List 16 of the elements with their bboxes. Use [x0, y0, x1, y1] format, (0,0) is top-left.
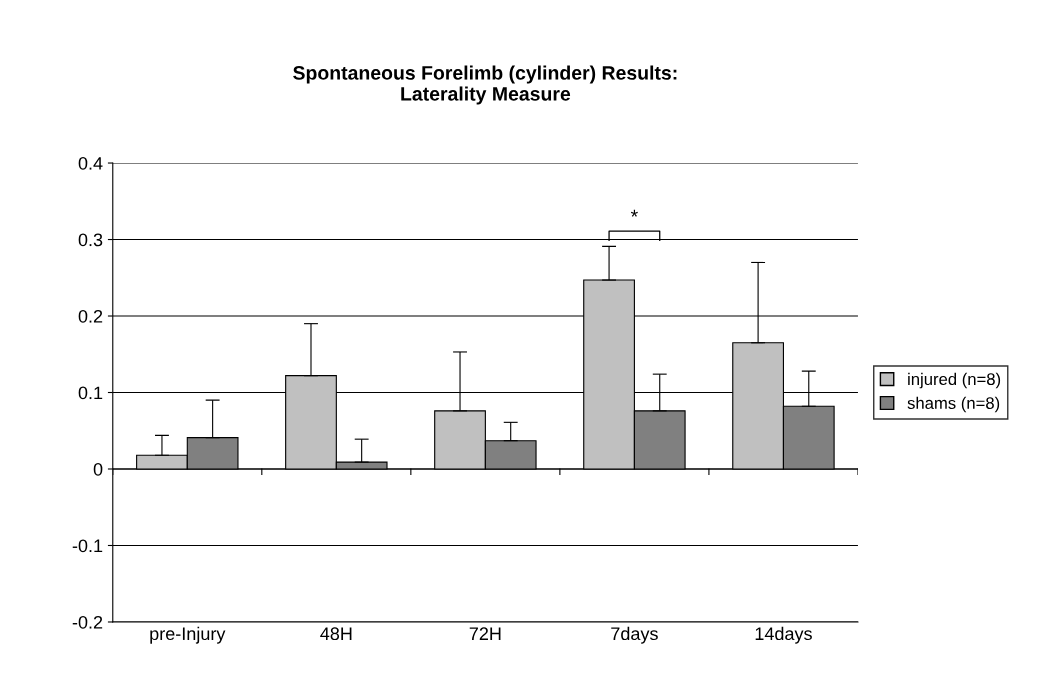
x-tick-label: 72H — [469, 627, 501, 640]
x-tick-label: 14days — [755, 626, 812, 644]
chart-title: Spontaneous Forelimb (cylinder) Results: Laterality Measure — [293, 65, 677, 105]
y-tick-label: 0.1 — [78, 386, 103, 400]
y-tick-label: -0.1 — [72, 539, 103, 553]
x-tick-label: pre-Injury — [150, 626, 226, 644]
y-tick-label: -0.2 — [72, 615, 103, 629]
legend-label: shams (n=8) — [907, 396, 1000, 413]
legend-label: injured (n=8) — [908, 372, 1001, 389]
x-tick-label: 7days — [611, 626, 658, 644]
y-tick-label: 0.3 — [78, 233, 103, 247]
y-tick-label: 0.2 — [78, 309, 103, 323]
y-tick-label: 0.4 — [78, 156, 103, 170]
y-tick-label: 0 — [93, 462, 103, 476]
annotation: * — [630, 209, 638, 217]
x-tick-label: 48H — [320, 627, 352, 641]
